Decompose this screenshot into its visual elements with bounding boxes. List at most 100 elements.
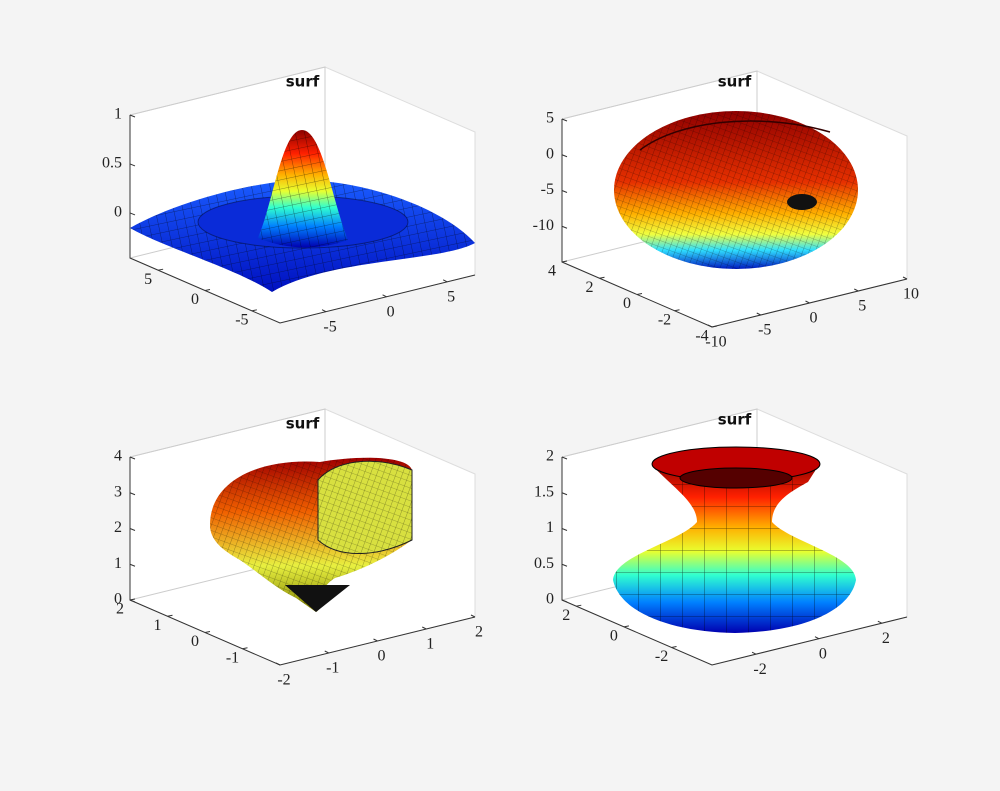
x-tick — [854, 288, 859, 292]
x-tick-label: -5 — [323, 318, 336, 335]
surfaces — [130, 111, 858, 633]
x-tick-label: 5 — [858, 298, 866, 315]
y-tick-label: 0 — [191, 633, 199, 650]
z-tick — [561, 528, 568, 531]
z-tick — [129, 114, 136, 118]
x-tick-label: -2 — [277, 672, 290, 689]
z-tick — [561, 599, 568, 603]
y-tick — [561, 260, 568, 263]
x-tick-label: 5 — [447, 289, 455, 306]
chart-title: surf — [718, 73, 752, 91]
z-tick-label: 2 — [114, 519, 122, 536]
z-tick — [129, 163, 136, 167]
x-tick — [805, 300, 810, 304]
y-tick — [674, 309, 680, 312]
y-tick — [158, 268, 164, 271]
z-tick-label: 0 — [546, 145, 554, 162]
z-tick — [561, 492, 568, 496]
x-tick — [442, 279, 448, 283]
z-tick-label: 2 — [546, 448, 554, 465]
y-tick-label: 0 — [623, 295, 631, 312]
x-tick-label: -1 — [326, 660, 339, 677]
y-tick — [711, 325, 718, 328]
x-tick-label: 2 — [475, 624, 483, 641]
z-tick-label: 0 — [114, 204, 122, 221]
z-tick-label: 3 — [114, 483, 122, 500]
x-tick-label: -5 — [758, 322, 771, 339]
y-tick-label: -2 — [658, 311, 671, 328]
z-tick-label: -5 — [541, 181, 554, 198]
z-tick-label: 1 — [114, 555, 122, 572]
y-tick — [636, 293, 643, 295]
chart-title: surf — [286, 73, 320, 91]
y-tick — [599, 276, 605, 279]
y-tick-label: 1 — [154, 617, 162, 634]
z-tick — [129, 456, 136, 460]
surface — [130, 130, 475, 292]
z-tick — [561, 563, 568, 567]
y-tick — [671, 645, 677, 648]
surface — [613, 446, 856, 633]
y-tick — [242, 647, 248, 650]
x-tick — [902, 276, 908, 280]
z-tick-label: 1 — [114, 106, 122, 123]
y-tick-label: 2 — [116, 601, 124, 618]
z-tick-label: 0.5 — [534, 555, 554, 572]
z-tick — [561, 456, 568, 460]
x-tick-label: -2 — [753, 661, 766, 678]
chart-title: surf — [286, 415, 320, 433]
z-tick-label: 0 — [114, 591, 122, 608]
z-tick — [129, 212, 136, 216]
y-tick-label: -4 — [695, 328, 708, 345]
z-tick-label: 4 — [114, 448, 122, 465]
y-tick-label: 0 — [610, 627, 618, 644]
x-tick-label: 0 — [819, 645, 827, 662]
z-tick-label: 0.5 — [102, 155, 122, 172]
x-tick — [751, 651, 757, 655]
y-tick — [251, 309, 257, 312]
x-tick — [373, 638, 378, 642]
x-tick — [324, 650, 329, 654]
z-tick — [129, 599, 136, 603]
x-tick — [422, 626, 427, 630]
x-tick-label: 0 — [810, 310, 818, 327]
surface — [210, 457, 413, 612]
z-tick — [561, 154, 568, 158]
x-tick-label: 10 — [903, 286, 919, 303]
z-tick — [129, 528, 136, 531]
x-tick — [756, 312, 761, 316]
y-tick — [167, 614, 173, 617]
z-tick-label: 5 — [546, 110, 554, 127]
x-tick-label: 0 — [387, 303, 395, 320]
y-tick-label: 0 — [191, 291, 199, 308]
z-tick — [561, 118, 568, 122]
x-tick — [275, 662, 281, 666]
x-tick — [470, 614, 476, 618]
y-tick — [576, 604, 582, 607]
z-tick — [561, 190, 568, 193]
y-tick-label: 4 — [548, 263, 556, 280]
x-tick-label: 1 — [426, 636, 434, 653]
chart-title: surf — [718, 411, 752, 429]
y-tick-label: 2 — [586, 279, 594, 296]
y-tick-label: -1 — [226, 649, 239, 666]
y-tick-label: -2 — [655, 648, 668, 665]
z-tick-label: -10 — [533, 217, 554, 234]
z-tick — [561, 225, 568, 229]
y-tick — [204, 289, 211, 291]
y-tick — [623, 625, 630, 628]
y-tick-label: 2 — [562, 607, 570, 624]
x-tick-label: -10 — [705, 334, 726, 351]
z-tick-label: 0 — [546, 591, 554, 608]
y-tick-label: 5 — [144, 271, 152, 288]
x-tick-label: 2 — [882, 630, 890, 647]
x-tick — [814, 636, 820, 640]
x-tick — [321, 309, 327, 313]
z-tick-label: 1 — [546, 519, 554, 536]
x-tick — [707, 324, 713, 328]
z-tick-label: 1.5 — [534, 483, 554, 500]
surface — [614, 111, 858, 269]
x-tick-label: 0 — [378, 648, 386, 665]
x-tick — [877, 620, 883, 624]
